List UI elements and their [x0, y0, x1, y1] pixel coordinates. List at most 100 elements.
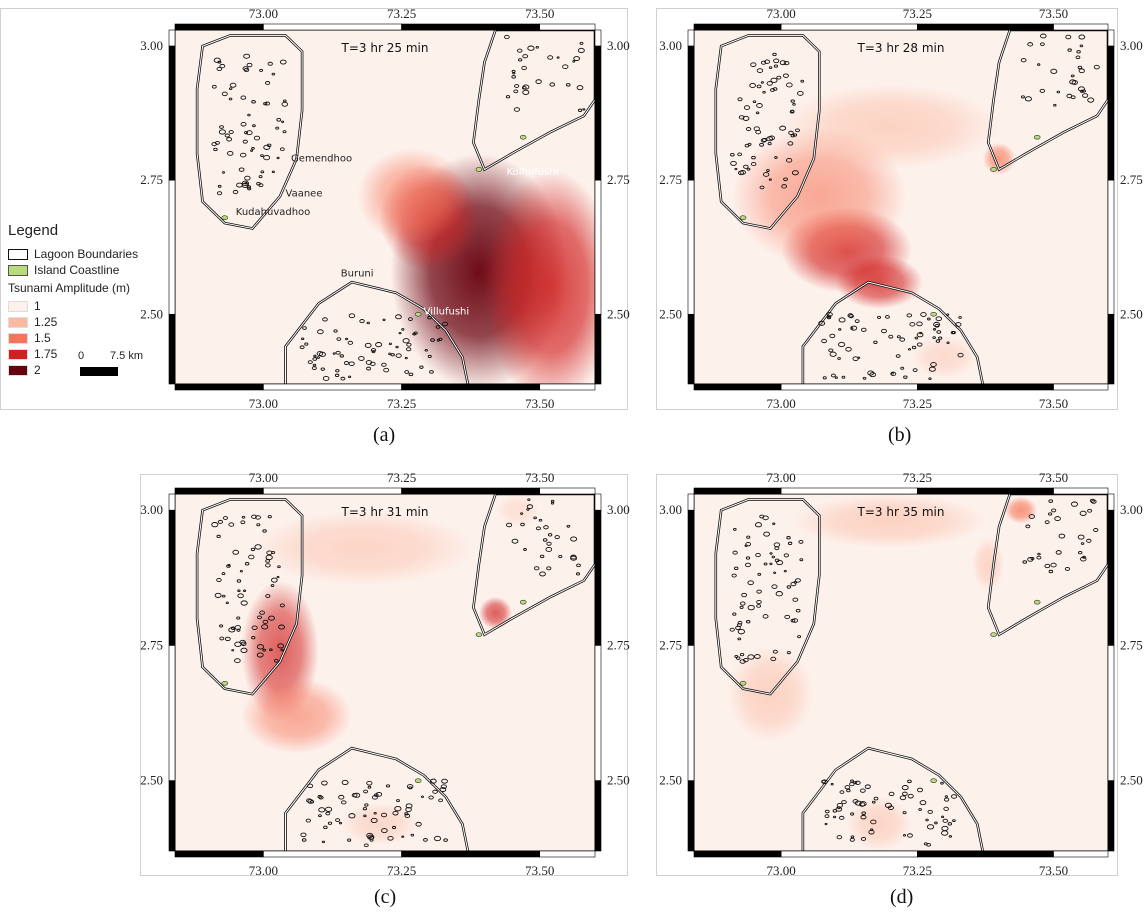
reef-islet [280, 648, 284, 652]
reef-islet [405, 347, 412, 352]
reef-islet [901, 785, 909, 791]
reef-islet [271, 551, 276, 555]
reef-islet [370, 348, 377, 353]
reef-islet [760, 60, 767, 65]
reef-islet [733, 566, 739, 570]
kolhumadulu-atoll-inner [196, 498, 303, 695]
reef-islet [260, 170, 265, 174]
reef-islet [241, 182, 249, 188]
reef-islet [335, 818, 341, 823]
reef-islet [335, 350, 341, 355]
reef-islet [522, 84, 530, 90]
reef-islet [870, 819, 877, 825]
reef-islet [221, 91, 228, 97]
reef-islet [944, 795, 948, 798]
reef-islet [730, 160, 737, 166]
reef-islet [535, 526, 541, 531]
frame-segment-left [168, 179, 176, 315]
reef-islet [888, 791, 895, 797]
x-tick-label-top: 73.00 [767, 6, 796, 21]
reef-islet [265, 594, 271, 599]
reef-islet [729, 627, 735, 632]
y-tick-label-right: 2.75 [607, 637, 630, 652]
reef-islet [224, 636, 231, 642]
panel-frame [140, 474, 628, 876]
reef-islet [888, 334, 894, 339]
legend-coast-row: Island Coastline [8, 262, 168, 278]
reef-islet [932, 328, 937, 331]
reef-islet [363, 814, 367, 818]
island-coastline [1033, 599, 1041, 605]
reef-islet [211, 522, 219, 528]
reef-islet [1064, 566, 1071, 571]
reef-islet [216, 534, 221, 539]
reef-islet [790, 134, 795, 138]
reef-islet [791, 170, 799, 176]
reef-islet [214, 140, 220, 145]
reef-islet [1036, 555, 1042, 560]
reef-islet [828, 348, 834, 353]
reef-islet [232, 549, 240, 555]
y-tick-label-left: 2.75 [659, 172, 682, 187]
reef-islet [259, 610, 265, 615]
reef-islet [798, 540, 804, 544]
map-panel-d: 73.00 73.00 73.25 73.25 73.50 73.50 3.00 3.00 2.… [656, 466, 1143, 916]
reef-islet [396, 799, 400, 803]
reef-islet [784, 614, 791, 620]
reef-islet [1048, 499, 1054, 503]
reef-islet [217, 519, 224, 524]
reef-islet [1070, 95, 1076, 100]
reef-islet [752, 100, 757, 104]
reef-islet [841, 375, 846, 379]
reef-islet [737, 637, 742, 641]
coast-swatch [8, 264, 28, 276]
reef-islet [401, 835, 405, 838]
reef-islet [236, 579, 242, 583]
wave-amplitude-area [835, 255, 923, 309]
reef-islet [1087, 97, 1095, 103]
reef-islet [327, 821, 333, 825]
reef-islet [241, 180, 250, 186]
place-label: Vaanee [286, 188, 323, 199]
reef-islet [1079, 44, 1084, 48]
reef-islet [276, 117, 282, 122]
reef-islet [850, 835, 855, 839]
frame-segment-left [687, 45, 695, 181]
reef-islet [737, 628, 745, 635]
reef-islet [522, 54, 528, 59]
reef-islet [914, 336, 919, 340]
reef-islet [919, 800, 927, 806]
reef-islet [822, 376, 827, 380]
reef-islet [256, 652, 264, 658]
reef-islet [373, 811, 377, 815]
reef-islet [756, 103, 763, 108]
reef-islet [247, 187, 252, 191]
reef-islet [263, 155, 271, 161]
reef-islet [1082, 93, 1089, 98]
y-tick-label-right: 3.00 [1120, 38, 1143, 53]
reef-islet [734, 167, 738, 171]
reef-islet [394, 805, 402, 812]
x-tick-label-top: 73.00 [249, 470, 278, 485]
reef-islet [770, 88, 775, 92]
reef-islet [942, 818, 949, 823]
reef-islet [860, 327, 867, 332]
reef-islet [254, 544, 262, 550]
reef-islet [312, 357, 318, 361]
x-tick-label-bottom: 73.50 [525, 396, 554, 411]
reef-islet [930, 362, 937, 367]
reef-islet [783, 553, 790, 558]
frame-segment-bottom [693, 383, 782, 391]
y-tick-label-right: 2.75 [607, 172, 630, 187]
reef-islet [732, 550, 738, 555]
reef-islet [786, 82, 793, 88]
reef-islet [526, 508, 530, 511]
reef-islet [533, 566, 540, 571]
reef-islet [800, 79, 805, 83]
reef-islet [305, 818, 311, 823]
map-content [195, 30, 595, 384]
reef-islet [213, 57, 221, 63]
reef-islet [217, 60, 222, 64]
frame-segment-bottom [917, 850, 1054, 858]
reef-islet [1069, 79, 1077, 85]
